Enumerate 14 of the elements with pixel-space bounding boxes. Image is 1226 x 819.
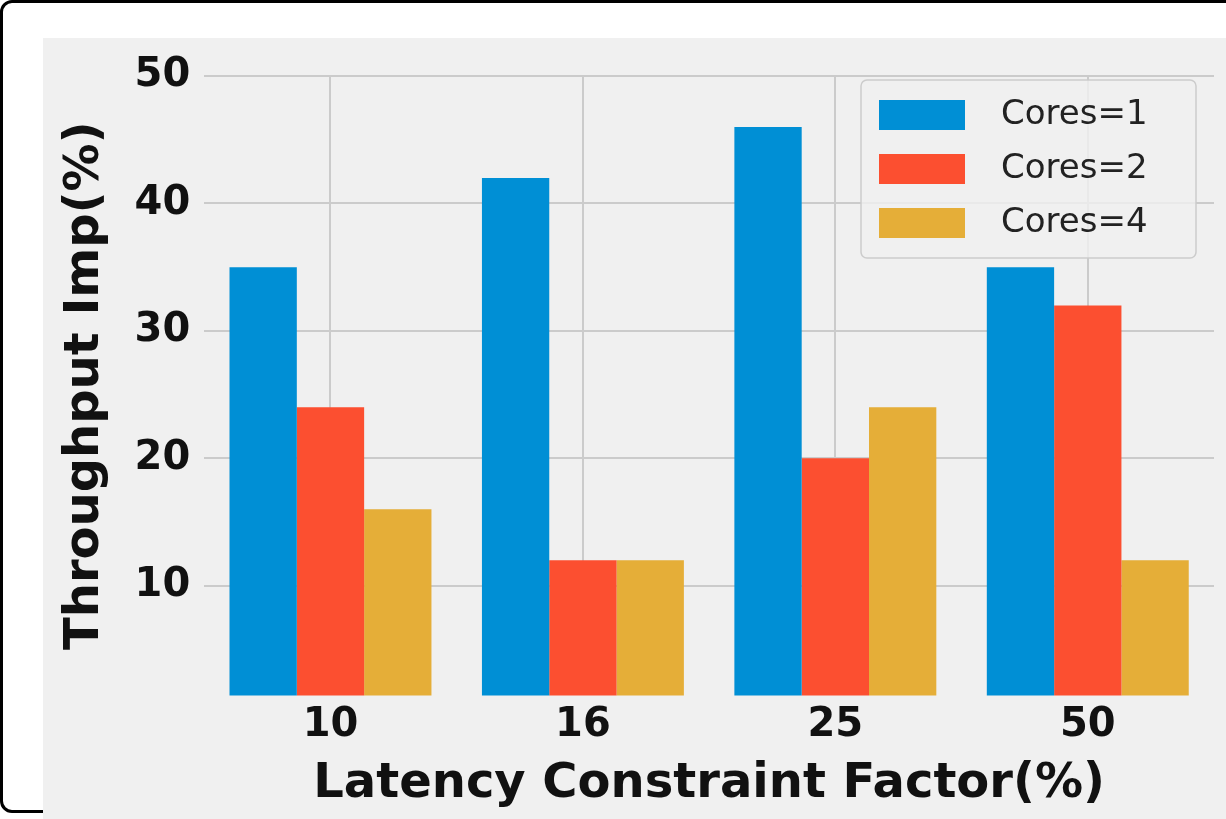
x-tick-label: 50	[1059, 698, 1116, 745]
legend-label: Cores=4	[1001, 199, 1148, 240]
y-tick-label: 40	[134, 176, 191, 223]
x-axis-title: Latency Constraint Factor(%)	[313, 751, 1105, 808]
y-tick-label: 20	[134, 431, 191, 478]
y-tick-label: 30	[134, 304, 191, 351]
y-tick-label: 50	[134, 49, 191, 96]
legend-label: Cores=2	[1001, 145, 1148, 186]
y-axis-title: Throughput Imp(%)	[53, 121, 110, 651]
y-tick-label: 10	[134, 559, 191, 606]
x-tick-label: 10	[302, 698, 359, 745]
x-tick-label: 16	[555, 698, 611, 745]
x-tick-label: 25	[807, 698, 864, 745]
legend-label: Cores=1	[1001, 91, 1148, 132]
